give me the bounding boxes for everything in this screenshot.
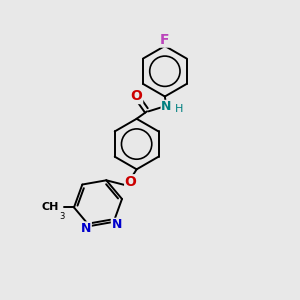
Text: F: F xyxy=(160,33,170,47)
Text: H: H xyxy=(175,104,183,114)
Text: 3: 3 xyxy=(59,212,64,220)
Text: N: N xyxy=(111,218,122,231)
Text: N: N xyxy=(81,222,91,235)
Text: CH: CH xyxy=(41,202,58,212)
Text: O: O xyxy=(131,89,142,103)
Text: O: O xyxy=(125,175,136,189)
Text: N: N xyxy=(161,100,172,113)
